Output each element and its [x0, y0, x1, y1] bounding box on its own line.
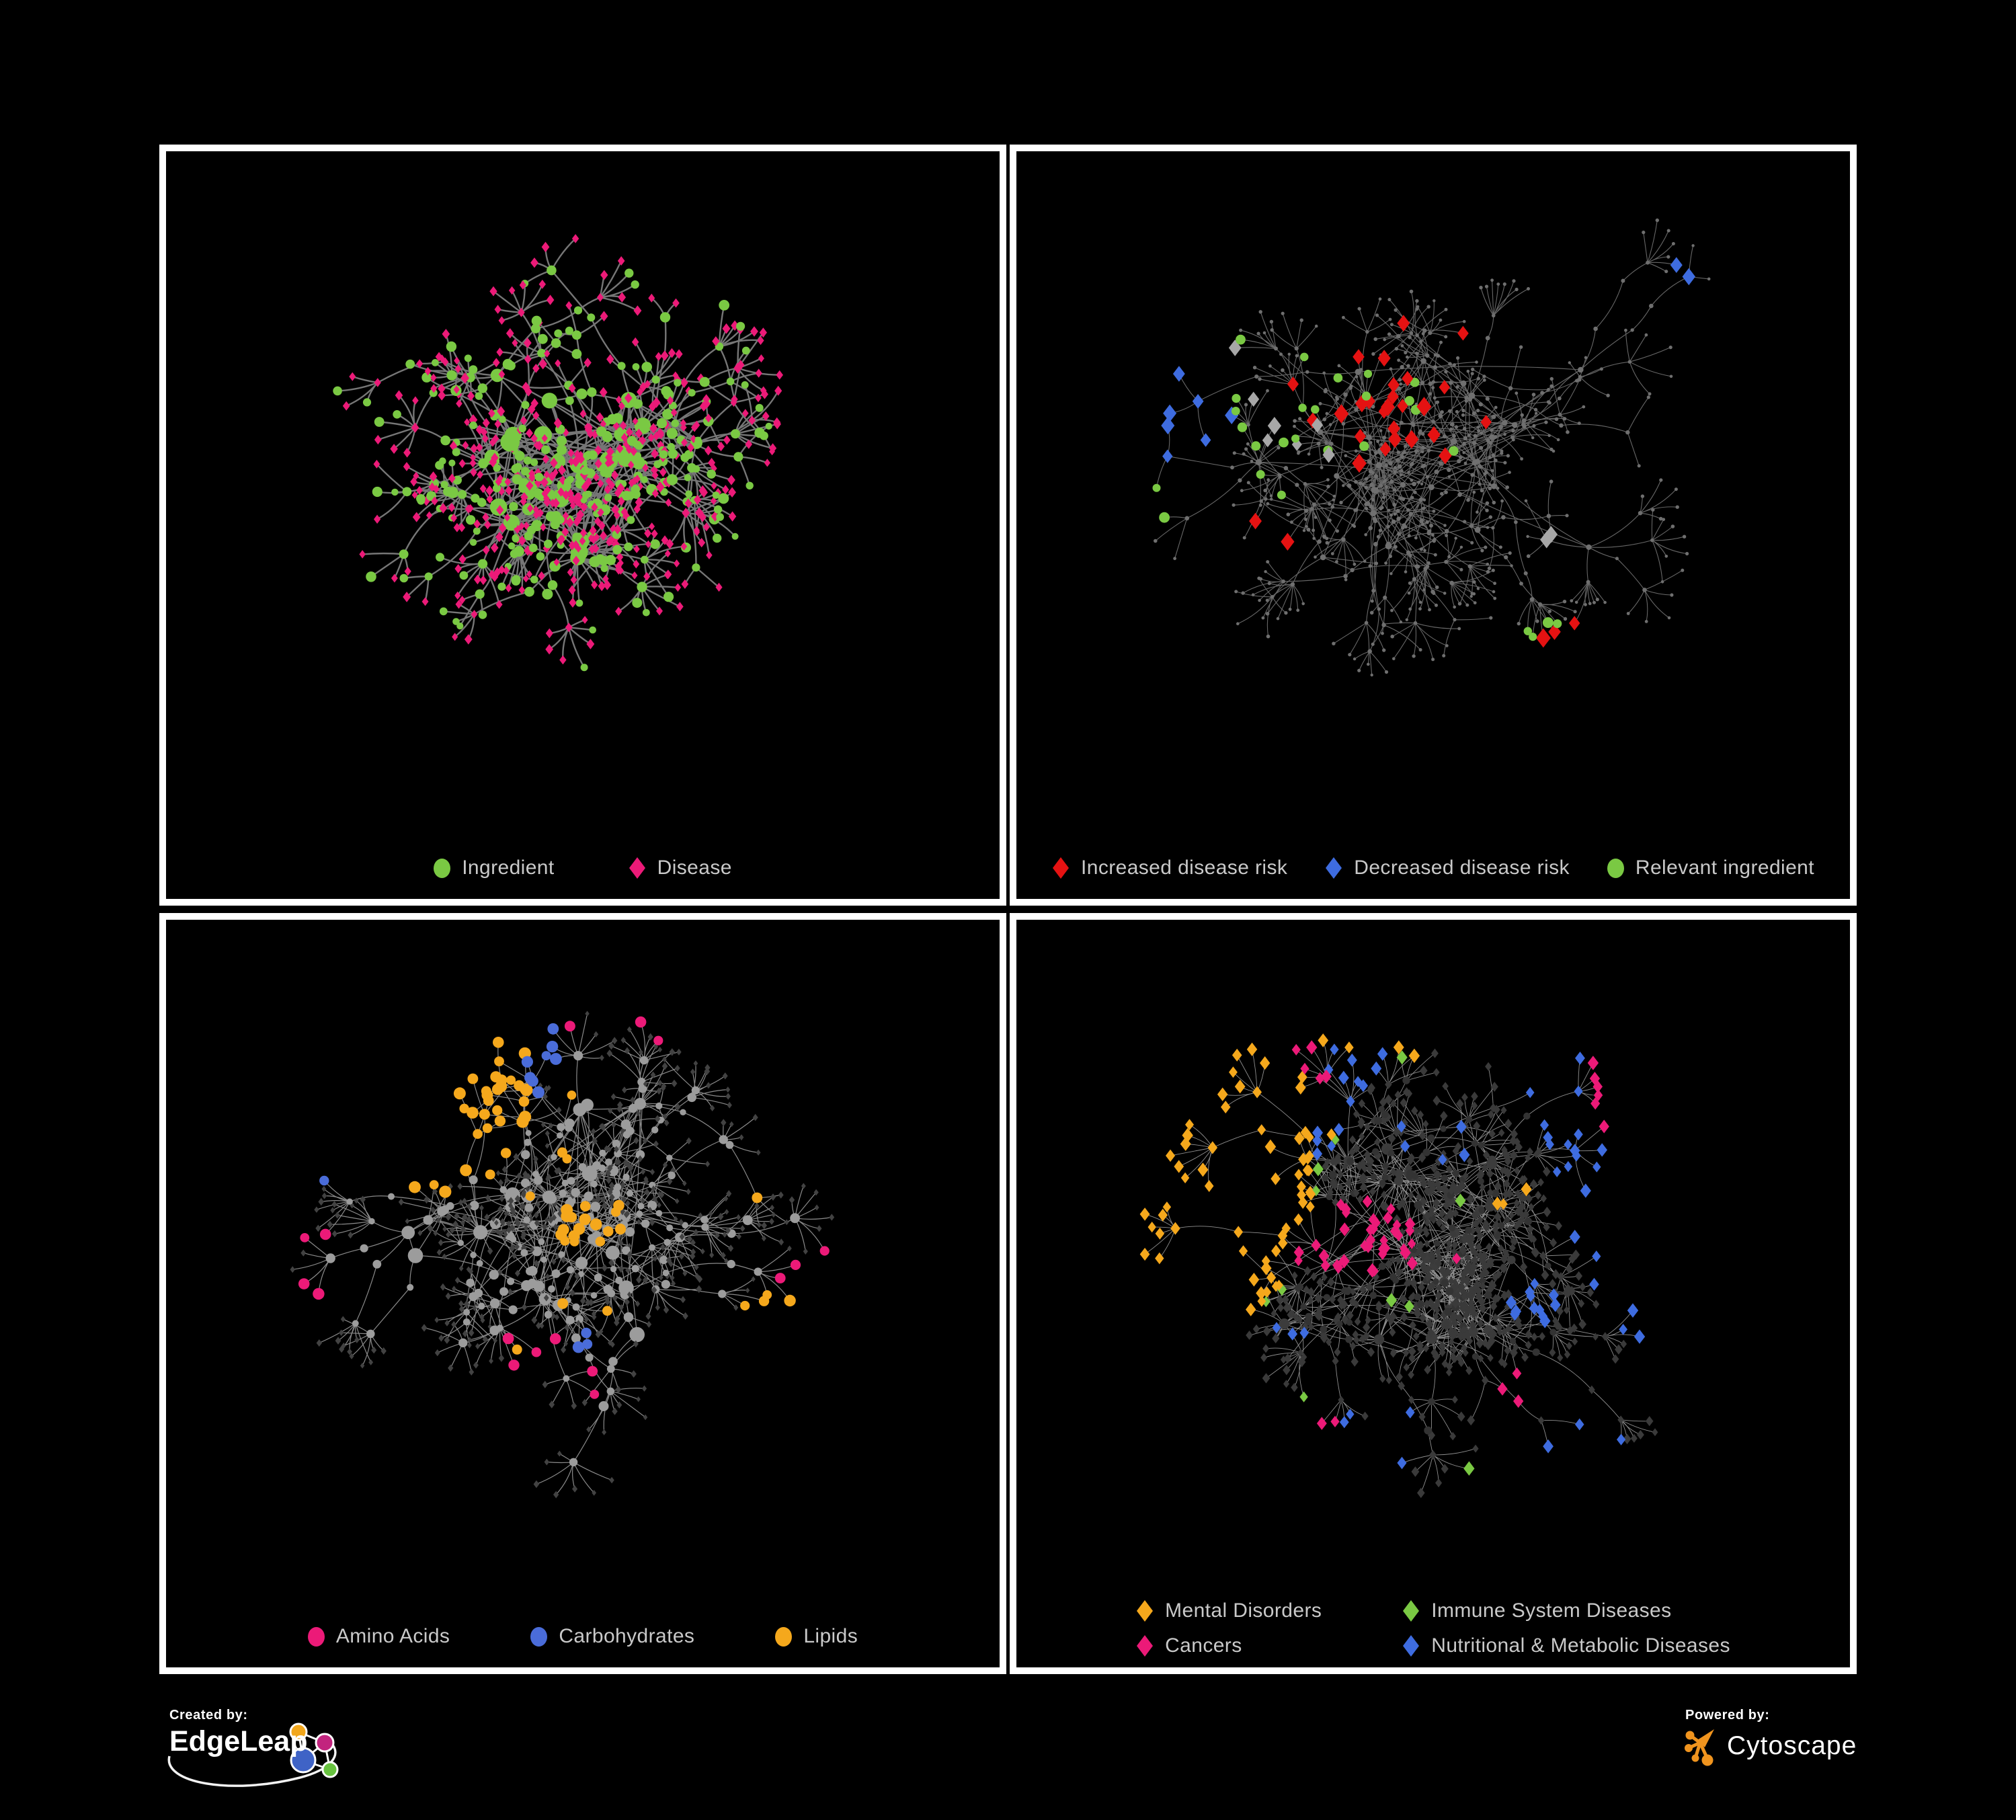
disease-risk-network-graph: [1152, 218, 1711, 677]
powered-by-block: Powered by: Cytoscape: [1684, 1708, 1886, 1802]
legend-item-carbohydrates: Carbohydrates: [530, 1624, 694, 1649]
ingredient-disease-network-graph: [333, 234, 783, 672]
legend-item-decreased-disease-risk: Decreased disease risk: [1325, 855, 1570, 881]
legend-label: Lipids: [803, 1625, 858, 1647]
nutrient-class-network-graph: [290, 1011, 835, 1499]
legend-item-lipids: Lipids: [775, 1624, 858, 1649]
cytoscape-brand: Cytoscape: [1727, 1731, 1857, 1760]
created-by-label: Created by:: [169, 1708, 248, 1723]
legend-disease-risk: Increased disease risk Decreased disease …: [1016, 855, 1850, 881]
legend-label: Cancers: [1165, 1634, 1242, 1657]
diamond-marker-icon: [629, 857, 645, 879]
legend-disease-categories: Mental Disorders Immune System Diseases Ca…: [1016, 1598, 1850, 1659]
circle-marker-icon: [530, 1626, 548, 1647]
panel-ingredient-disease-network: Ingredient Disease: [159, 145, 1006, 906]
legend-label: Decreased disease risk: [1354, 857, 1570, 879]
legend-label: Disease: [657, 857, 732, 879]
diamond-marker-icon: [1403, 1635, 1420, 1657]
legend-label: Increased disease risk: [1081, 857, 1288, 879]
created-by-block: Created by: EdgeLeap: [167, 1708, 395, 1809]
circle-marker-icon: [307, 1626, 325, 1647]
legend-item-cancers: Cancers: [1136, 1633, 1322, 1659]
legend-item-disease: Disease: [629, 855, 732, 881]
panel-nutrient-class-network: Amino Acids Carbohydrates Lipids: [159, 913, 1006, 1674]
circle-marker-icon: [1607, 858, 1624, 878]
powered-by-label: Powered by:: [1685, 1708, 1770, 1723]
diamond-marker-icon: [1053, 857, 1069, 879]
legend-label: Relevant ingredient: [1635, 857, 1814, 879]
legend-label: Mental Disorders: [1165, 1599, 1322, 1622]
legend-item-increased-disease-risk: Increased disease risk: [1052, 855, 1287, 881]
legend-label: Nutritional & Metabolic Diseases: [1431, 1634, 1730, 1657]
cytoscape-logo-icon: [1685, 1729, 1714, 1766]
legend-label: Carbohydrates: [559, 1625, 695, 1647]
diamond-marker-icon: [1137, 1635, 1154, 1657]
legend-item-mental-disorders: Mental Disorders: [1136, 1598, 1322, 1624]
panel-disease-category-network: Mental Disorders Immune System Diseases Ca…: [1010, 913, 1857, 1674]
disease-category-network-graph: [1139, 1033, 1658, 1499]
diamond-marker-icon: [1137, 1600, 1154, 1622]
legend-item-immune-system-diseases: Immune System Diseases: [1402, 1598, 1730, 1624]
legend-nutrient-classes: Amino Acids Carbohydrates Lipids: [166, 1624, 1000, 1649]
legend-item-amino-acids: Amino Acids: [307, 1624, 450, 1649]
diamond-marker-icon: [1403, 1600, 1420, 1622]
legend-item-nutritional-metabolic-diseases: Nutritional & Metabolic Diseases: [1402, 1633, 1730, 1659]
legend-item-relevant-ingredient: Relevant ingredient: [1607, 855, 1814, 881]
diamond-marker-icon: [1326, 857, 1342, 879]
legend-ingredient-disease: Ingredient Disease: [166, 855, 1000, 881]
panel-disease-risk-network: Increased disease risk Decreased disease …: [1010, 145, 1857, 906]
edgeleap-brand: EdgeLeap: [169, 1725, 308, 1757]
circle-marker-icon: [434, 858, 451, 878]
legend-label: Immune System Diseases: [1431, 1599, 1672, 1622]
legend-item-ingredient: Ingredient: [434, 855, 554, 881]
legend-label: Ingredient: [462, 857, 555, 879]
legend-label: Amino Acids: [335, 1625, 450, 1647]
circle-marker-icon: [775, 1626, 793, 1647]
edgeleap-logo-icon: [167, 1723, 339, 1787]
